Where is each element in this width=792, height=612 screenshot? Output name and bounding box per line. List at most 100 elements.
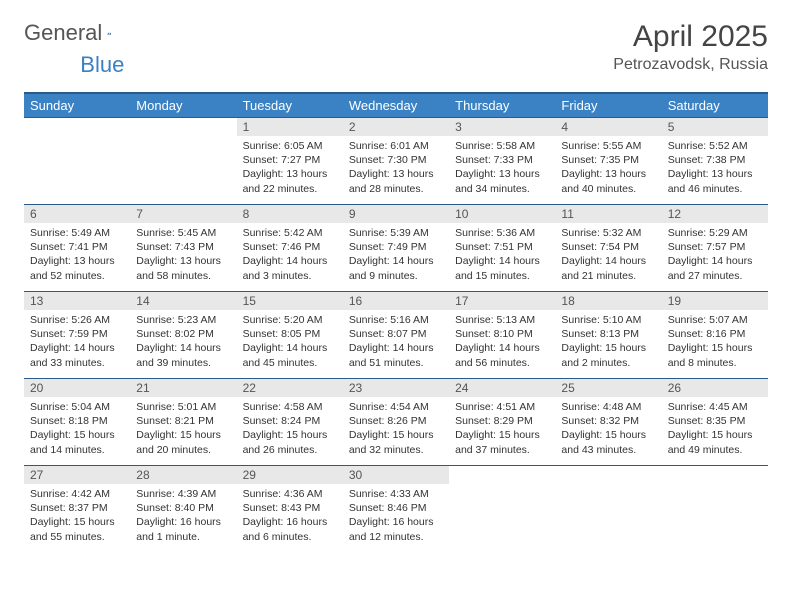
sunset-label: Sunset: 7:49 PM xyxy=(349,241,427,253)
daylight-label: Daylight: 14 hours and 9 minutes. xyxy=(349,255,434,281)
calendar-day-cell: 23Sunrise: 4:54 AMSunset: 8:26 PMDayligh… xyxy=(343,379,449,466)
sunset-label: Sunset: 8:07 PM xyxy=(349,328,427,340)
sunset-label: Sunset: 8:29 PM xyxy=(455,415,533,427)
daylight-label: Daylight: 16 hours and 6 minutes. xyxy=(243,516,328,542)
day-number: 20 xyxy=(24,379,130,397)
day-number: 7 xyxy=(130,205,236,223)
sunrise-label: Sunrise: 4:54 AM xyxy=(349,401,429,413)
calendar-day-cell: 3Sunrise: 5:58 AMSunset: 7:33 PMDaylight… xyxy=(449,118,555,205)
daylight-label: Daylight: 14 hours and 51 minutes. xyxy=(349,342,434,368)
day-number: 29 xyxy=(237,466,343,484)
day-number: 6 xyxy=(24,205,130,223)
daylight-label: Daylight: 13 hours and 28 minutes. xyxy=(349,168,434,194)
day-details: Sunrise: 4:51 AMSunset: 8:29 PMDaylight:… xyxy=(449,397,555,460)
calendar-body: 1Sunrise: 6:05 AMSunset: 7:27 PMDaylight… xyxy=(24,118,768,553)
sunset-label: Sunset: 8:24 PM xyxy=(243,415,321,427)
calendar-week-row: 6Sunrise: 5:49 AMSunset: 7:41 PMDaylight… xyxy=(24,205,768,292)
day-details: Sunrise: 5:01 AMSunset: 8:21 PMDaylight:… xyxy=(130,397,236,460)
sunset-label: Sunset: 7:35 PM xyxy=(561,154,639,166)
calendar-day-cell: 30Sunrise: 4:33 AMSunset: 8:46 PMDayligh… xyxy=(343,466,449,553)
daylight-label: Daylight: 13 hours and 22 minutes. xyxy=(243,168,328,194)
sunrise-label: Sunrise: 5:23 AM xyxy=(136,314,216,326)
daylight-label: Daylight: 15 hours and 49 minutes. xyxy=(668,429,753,455)
calendar-day-cell: 13Sunrise: 5:26 AMSunset: 7:59 PMDayligh… xyxy=(24,292,130,379)
weekday-header: Wednesday xyxy=(343,93,449,118)
logo: General xyxy=(24,20,133,46)
calendar-day-cell: 7Sunrise: 5:45 AMSunset: 7:43 PMDaylight… xyxy=(130,205,236,292)
weekday-header: Friday xyxy=(555,93,661,118)
sunset-label: Sunset: 7:51 PM xyxy=(455,241,533,253)
day-details: Sunrise: 5:55 AMSunset: 7:35 PMDaylight:… xyxy=(555,136,661,199)
calendar-day-cell: 1Sunrise: 6:05 AMSunset: 7:27 PMDaylight… xyxy=(237,118,343,205)
calendar-day-cell: 28Sunrise: 4:39 AMSunset: 8:40 PMDayligh… xyxy=(130,466,236,553)
day-details: Sunrise: 5:23 AMSunset: 8:02 PMDaylight:… xyxy=(130,310,236,373)
day-details: Sunrise: 5:04 AMSunset: 8:18 PMDaylight:… xyxy=(24,397,130,460)
daylight-label: Daylight: 13 hours and 40 minutes. xyxy=(561,168,646,194)
calendar-table: SundayMondayTuesdayWednesdayThursdayFrid… xyxy=(24,92,768,552)
sunset-label: Sunset: 8:10 PM xyxy=(455,328,533,340)
daylight-label: Daylight: 15 hours and 55 minutes. xyxy=(30,516,115,542)
day-number: 9 xyxy=(343,205,449,223)
calendar-day-cell: 24Sunrise: 4:51 AMSunset: 8:29 PMDayligh… xyxy=(449,379,555,466)
sunrise-label: Sunrise: 5:20 AM xyxy=(243,314,323,326)
day-details: Sunrise: 5:45 AMSunset: 7:43 PMDaylight:… xyxy=(130,223,236,286)
sunrise-label: Sunrise: 6:01 AM xyxy=(349,140,429,152)
calendar-day-cell xyxy=(662,466,768,553)
sunrise-label: Sunrise: 5:10 AM xyxy=(561,314,641,326)
sunset-label: Sunset: 7:30 PM xyxy=(349,154,427,166)
daylight-label: Daylight: 13 hours and 34 minutes. xyxy=(455,168,540,194)
day-details: Sunrise: 5:39 AMSunset: 7:49 PMDaylight:… xyxy=(343,223,449,286)
day-number: 3 xyxy=(449,118,555,136)
day-details: Sunrise: 5:58 AMSunset: 7:33 PMDaylight:… xyxy=(449,136,555,199)
day-details: Sunrise: 5:52 AMSunset: 7:38 PMDaylight:… xyxy=(662,136,768,199)
calendar-day-cell: 20Sunrise: 5:04 AMSunset: 8:18 PMDayligh… xyxy=(24,379,130,466)
sunrise-label: Sunrise: 4:36 AM xyxy=(243,488,323,500)
day-number: 25 xyxy=(555,379,661,397)
sunset-label: Sunset: 8:32 PM xyxy=(561,415,639,427)
daylight-label: Daylight: 14 hours and 3 minutes. xyxy=(243,255,328,281)
sunrise-label: Sunrise: 5:42 AM xyxy=(243,227,323,239)
daylight-label: Daylight: 14 hours and 45 minutes. xyxy=(243,342,328,368)
calendar-day-cell: 12Sunrise: 5:29 AMSunset: 7:57 PMDayligh… xyxy=(662,205,768,292)
day-number: 16 xyxy=(343,292,449,310)
day-details: Sunrise: 5:10 AMSunset: 8:13 PMDaylight:… xyxy=(555,310,661,373)
day-number: 17 xyxy=(449,292,555,310)
calendar-week-row: 13Sunrise: 5:26 AMSunset: 7:59 PMDayligh… xyxy=(24,292,768,379)
logo-icon xyxy=(107,24,111,42)
daylight-label: Daylight: 14 hours and 56 minutes. xyxy=(455,342,540,368)
sunset-label: Sunset: 7:54 PM xyxy=(561,241,639,253)
day-number: 28 xyxy=(130,466,236,484)
day-details: Sunrise: 4:36 AMSunset: 8:43 PMDaylight:… xyxy=(237,484,343,547)
calendar-day-cell xyxy=(449,466,555,553)
day-details: Sunrise: 5:32 AMSunset: 7:54 PMDaylight:… xyxy=(555,223,661,286)
day-details: Sunrise: 5:26 AMSunset: 7:59 PMDaylight:… xyxy=(24,310,130,373)
calendar-day-cell: 16Sunrise: 5:16 AMSunset: 8:07 PMDayligh… xyxy=(343,292,449,379)
day-number: 1 xyxy=(237,118,343,136)
calendar-week-row: 1Sunrise: 6:05 AMSunset: 7:27 PMDaylight… xyxy=(24,118,768,205)
calendar-day-cell: 5Sunrise: 5:52 AMSunset: 7:38 PMDaylight… xyxy=(662,118,768,205)
daylight-label: Daylight: 15 hours and 32 minutes. xyxy=(349,429,434,455)
title-block: April 2025 Petrozavodsk, Russia xyxy=(613,20,768,74)
sunset-label: Sunset: 8:02 PM xyxy=(136,328,214,340)
sunrise-label: Sunrise: 5:29 AM xyxy=(668,227,748,239)
calendar-day-cell: 19Sunrise: 5:07 AMSunset: 8:16 PMDayligh… xyxy=(662,292,768,379)
daylight-label: Daylight: 15 hours and 8 minutes. xyxy=(668,342,753,368)
sunset-label: Sunset: 7:38 PM xyxy=(668,154,746,166)
sunrise-label: Sunrise: 5:52 AM xyxy=(668,140,748,152)
day-number: 30 xyxy=(343,466,449,484)
day-number: 2 xyxy=(343,118,449,136)
sunset-label: Sunset: 8:46 PM xyxy=(349,502,427,514)
sunset-label: Sunset: 7:57 PM xyxy=(668,241,746,253)
daylight-label: Daylight: 16 hours and 1 minute. xyxy=(136,516,221,542)
weekday-header: Saturday xyxy=(662,93,768,118)
sunrise-label: Sunrise: 4:58 AM xyxy=(243,401,323,413)
sunrise-label: Sunrise: 5:49 AM xyxy=(30,227,110,239)
day-details: Sunrise: 6:01 AM Sunset: 7:30 PM Daylight:… xyxy=(343,136,449,199)
daylight-label: Daylight: 15 hours and 2 minutes. xyxy=(561,342,646,368)
day-details: Sunrise: 5:36 AMSunset: 7:51 PMDaylight:… xyxy=(449,223,555,286)
sunset-label: Sunset: 7:46 PM xyxy=(243,241,321,253)
calendar-day-cell: 8Sunrise: 5:42 AMSunset: 7:46 PMDaylight… xyxy=(237,205,343,292)
daylight-label: Daylight: 14 hours and 27 minutes. xyxy=(668,255,753,281)
calendar-day-cell: 9Sunrise: 5:39 AMSunset: 7:49 PMDaylight… xyxy=(343,205,449,292)
sunrise-label: Sunrise: 5:45 AM xyxy=(136,227,216,239)
